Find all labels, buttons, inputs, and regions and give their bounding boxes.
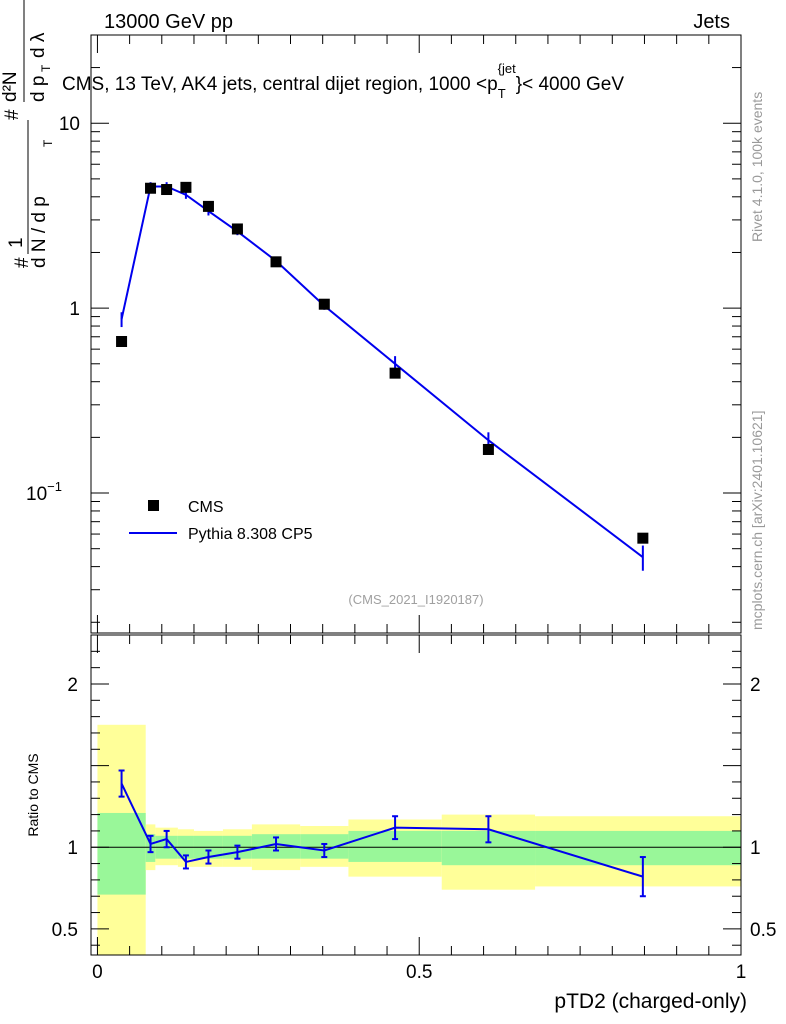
legend-label-pythia: Pythia 8.308 CP5: [188, 526, 313, 543]
cms-data-point: [270, 256, 282, 268]
svg-text:#: #: [12, 257, 33, 268]
uncertainty-band-inner: [535, 830, 741, 866]
legend-label-cms: CMS: [188, 499, 224, 516]
ratio-plot-frame: [90, 634, 742, 956]
x-tick-label: 1: [736, 962, 747, 983]
svg-text:T: T: [41, 139, 55, 147]
legend-marker-cms: [148, 500, 159, 511]
x-axis-label: pTD2 (charged-only): [554, 990, 747, 1013]
svg-text:d p: d p: [28, 76, 49, 102]
cms-data-point: [637, 532, 649, 544]
cms-data-point: [482, 443, 494, 455]
svg-text:T: T: [39, 64, 53, 72]
source-label: mcplots.cern.ch [arXiv:2401.10621]: [749, 411, 765, 630]
cms-data-point: [145, 182, 157, 194]
y-tick-label: 10: [59, 114, 80, 135]
category-label: Jets: [693, 11, 730, 33]
cms-data-point: [116, 335, 128, 347]
legend: CMS Pythia 8.308 CP5: [129, 499, 313, 543]
ratio-y-tick-label: 1: [67, 838, 78, 859]
main-plot-frame: [90, 34, 742, 634]
svg-text:1: 1: [6, 237, 27, 248]
plot-title: CMS, 13 TeV, AK4 jets, central dijet reg…: [62, 61, 624, 101]
cms-data-point: [318, 298, 330, 310]
main-y-axis-label: # 1 d N / d p T # d²N d p T d λ: [0, 0, 55, 268]
y-tick-label: 10−1: [26, 479, 62, 505]
cms-data-point: [389, 367, 401, 379]
ratio-y-tick-label: 0.5: [52, 920, 78, 941]
cms-data-point: [202, 200, 214, 212]
svg-text:d λ: d λ: [28, 32, 49, 58]
y-tick-label: 1: [69, 299, 80, 320]
rivet-version-label: Rivet 4.1.0, 100k events: [749, 92, 765, 242]
ratio-y-tick-label-right: 0.5: [750, 920, 776, 941]
svg-text:#: #: [2, 109, 23, 120]
svg-text:d²N: d²N: [0, 71, 21, 102]
ratio-y-axis-label: Ratio to CMS: [25, 753, 41, 836]
analysis-watermark: (CMS_2021_I1920187): [348, 592, 483, 607]
main-plot-panel: 10 1 10−1 CMS, 13 TeV, AK4 jets, central d…: [26, 34, 742, 634]
energy-label: 13000 GeV pp: [104, 11, 233, 33]
ratio-plot-panel: 2 21 10.5 0.50 0.5 1: [52, 634, 776, 983]
ratio-y-tick-label: 2: [67, 675, 78, 696]
cms-data-point: [231, 223, 243, 235]
cms-data-point: [180, 181, 192, 193]
uncertainty-band-inner: [97, 812, 146, 895]
ratio-y-tick-label-right: 1: [750, 838, 761, 859]
ratio-y-tick-label-right: 2: [750, 675, 761, 696]
cms-data-point: [161, 184, 173, 196]
x-tick-label: 0: [92, 962, 103, 983]
x-tick-label: 0.5: [406, 962, 432, 983]
svg-text:d N / d p: d N / d p: [29, 196, 50, 268]
